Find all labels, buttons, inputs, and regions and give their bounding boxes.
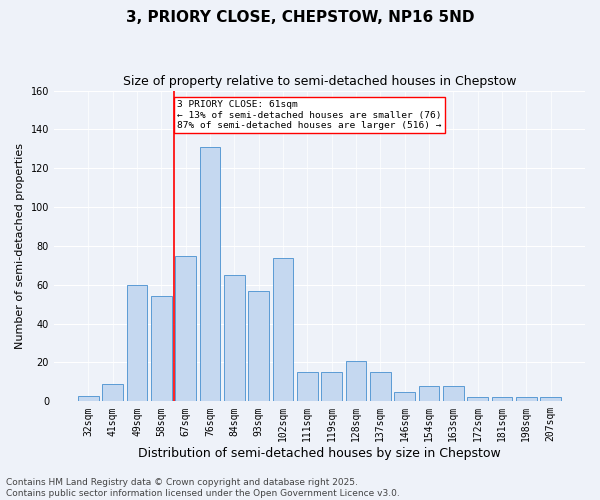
Bar [346, 360, 366, 402]
Bar [151, 296, 172, 402]
Bar [248, 290, 269, 402]
Text: 3 PRIORY CLOSE: 61sqm
← 13% of semi-detached houses are smaller (76)
87% of semi: 3 PRIORY CLOSE: 61sqm ← 13% of semi-deta… [177, 100, 442, 130]
Bar [175, 256, 196, 402]
Y-axis label: Number of semi-detached properties: Number of semi-detached properties [15, 143, 25, 349]
Bar [78, 396, 99, 402]
Bar [370, 372, 391, 402]
Bar [516, 398, 536, 402]
Bar [394, 392, 415, 402]
Bar [200, 147, 220, 402]
Bar [443, 386, 464, 402]
Text: 3, PRIORY CLOSE, CHEPSTOW, NP16 5ND: 3, PRIORY CLOSE, CHEPSTOW, NP16 5ND [126, 10, 474, 25]
Bar [297, 372, 317, 402]
Text: Contains HM Land Registry data © Crown copyright and database right 2025.
Contai: Contains HM Land Registry data © Crown c… [6, 478, 400, 498]
Title: Size of property relative to semi-detached houses in Chepstow: Size of property relative to semi-detach… [123, 75, 516, 88]
Bar [491, 398, 512, 402]
Bar [467, 398, 488, 402]
X-axis label: Distribution of semi-detached houses by size in Chepstow: Distribution of semi-detached houses by … [138, 447, 501, 460]
Bar [321, 372, 342, 402]
Bar [103, 384, 123, 402]
Bar [419, 386, 439, 402]
Bar [540, 398, 561, 402]
Bar [224, 275, 245, 402]
Bar [272, 258, 293, 402]
Bar [127, 285, 148, 402]
